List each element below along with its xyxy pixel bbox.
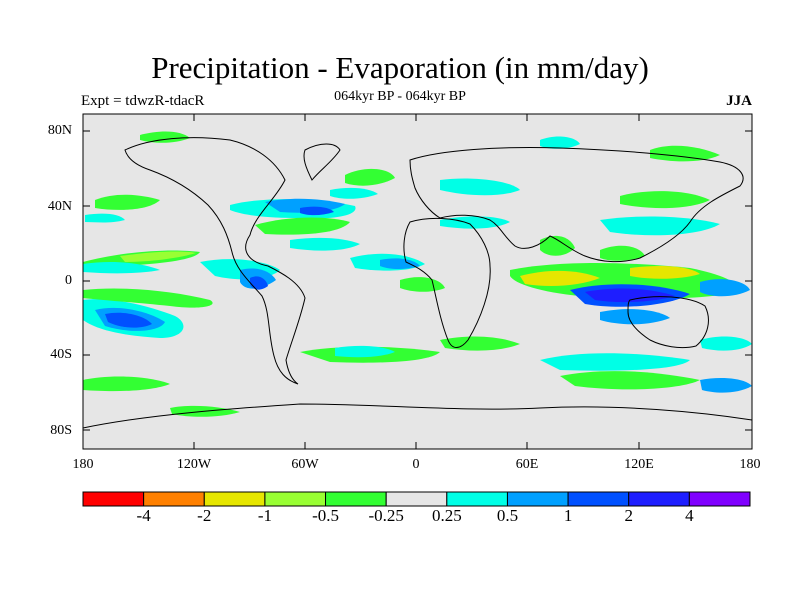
season-label: JJA	[726, 93, 752, 109]
lat-tick-label: 80S	[50, 423, 72, 438]
colorbar-label: -2	[197, 506, 212, 525]
colorbar-swatch	[567, 491, 630, 507]
colorbar-swatch	[82, 491, 145, 507]
colorbar-label: 0.5	[496, 506, 519, 525]
colorbar-label: -0.5	[312, 506, 339, 525]
lon-tick-label: 180	[72, 457, 94, 472]
colorbar-label: 0.25	[431, 506, 462, 525]
colorbar-swatch	[264, 491, 327, 507]
lat-tick-label: 40S	[50, 347, 72, 362]
americas-coast	[124, 137, 306, 385]
coastlines	[82, 137, 753, 429]
colorbar-swatch	[628, 491, 690, 507]
colorbar-swatch	[688, 491, 751, 507]
lon-tick-label: 120E	[624, 457, 654, 472]
antarctica-coast	[82, 403, 753, 429]
colorbar	[82, 491, 751, 507]
lat-tick-label: 80N	[47, 123, 72, 138]
lon-tick-label: 180	[739, 457, 761, 472]
lon-tick-label: 120W	[176, 457, 212, 472]
lon-tick-label: 60E	[515, 457, 539, 472]
experiment-label: Expt = tdwzR-tdacR	[81, 93, 205, 109]
lat-tick-label: 0	[65, 273, 72, 288]
colorbar-swatch	[203, 491, 266, 507]
colorbar-label: -0.25	[368, 506, 404, 525]
colorbar-swatch	[143, 491, 205, 507]
map-title: Precipitation - Evaporation (in mm/day)	[151, 50, 649, 85]
colorbar-swatch	[506, 491, 569, 507]
greenland-coast	[303, 143, 341, 181]
colorbar-label: 2	[624, 506, 633, 525]
lon-tick-label: 60W	[291, 457, 319, 472]
lon-tick-label: 0	[412, 457, 420, 472]
australia-coast	[627, 296, 709, 349]
colorbar-swatch	[446, 491, 508, 507]
colorbar-swatch	[325, 491, 387, 507]
colorbar-swatch	[385, 491, 448, 507]
axis-ticks	[83, 114, 752, 449]
period-label: 064kyr BP - 064kyr BP	[334, 89, 466, 104]
colorbar-label: 1	[563, 506, 573, 525]
colorbar-label: 4	[685, 506, 694, 525]
colorbar-label: -1	[257, 506, 272, 525]
lat-tick-label: 40N	[47, 199, 72, 214]
colorbar-label: -4	[136, 506, 151, 525]
africa-coast	[403, 217, 491, 348]
eurasia-coast	[409, 147, 744, 263]
map-panel	[82, 113, 753, 450]
